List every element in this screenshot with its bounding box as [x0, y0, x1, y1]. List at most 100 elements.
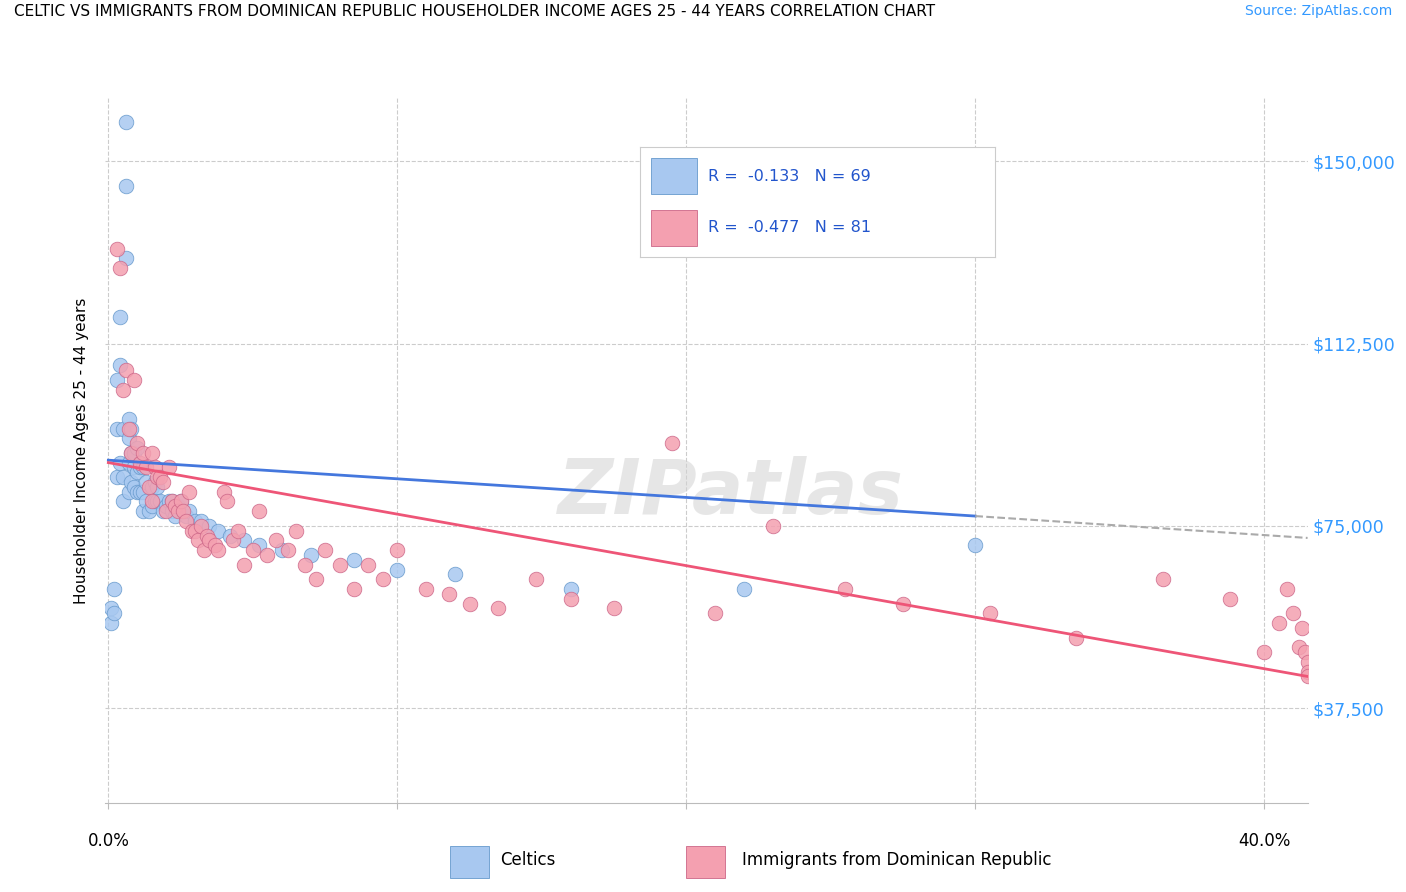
Point [172, 504, 194, 518]
Point [155, 504, 177, 518]
Text: Source: ZipAtlas.com: Source: ZipAtlas.com [1244, 4, 1392, 19]
Point [1219, 591, 1241, 606]
Text: R =  -0.133   N = 69: R = -0.133 N = 69 [707, 169, 870, 184]
Point [458, 597, 481, 611]
Point [198, 518, 221, 533]
Point [157, 494, 180, 508]
Point [176, 514, 198, 528]
Point [152, 504, 174, 518]
Point [105, 421, 128, 435]
Point [207, 543, 229, 558]
Point [661, 436, 683, 450]
Point [187, 533, 209, 548]
Point [276, 543, 298, 558]
Point [157, 460, 180, 475]
Point [704, 607, 727, 621]
Point [149, 494, 172, 508]
Point [127, 466, 149, 480]
Point [146, 494, 169, 508]
Point [762, 518, 785, 533]
Point [603, 601, 626, 615]
Point [160, 494, 183, 508]
Point [233, 558, 256, 572]
Text: Immigrants from Dominican Republic: Immigrants from Dominican Republic [742, 851, 1052, 870]
Point [1296, 665, 1319, 679]
Point [247, 504, 270, 518]
Point [179, 484, 201, 499]
Point [166, 504, 188, 518]
Point [1277, 582, 1299, 596]
Text: 40.0%: 40.0% [1239, 832, 1291, 850]
Text: Celtics: Celtics [501, 851, 555, 870]
Point [129, 456, 152, 470]
Point [1253, 645, 1275, 659]
FancyBboxPatch shape [450, 846, 489, 878]
Text: R =  -0.477   N = 81: R = -0.477 N = 81 [707, 220, 870, 235]
Point [160, 504, 183, 518]
Point [129, 484, 152, 499]
Point [105, 470, 128, 484]
Point [228, 524, 250, 538]
Point [120, 421, 142, 435]
Point [314, 543, 336, 558]
Point [124, 446, 146, 460]
Point [117, 456, 139, 470]
Point [285, 524, 308, 538]
Point [138, 504, 160, 518]
Point [264, 533, 287, 548]
Point [141, 446, 163, 460]
Point [163, 500, 186, 514]
Point [141, 500, 163, 514]
Point [117, 484, 139, 499]
Text: ZIPatlas: ZIPatlas [558, 456, 904, 530]
Point [1291, 621, 1313, 635]
Point [207, 524, 229, 538]
Point [105, 373, 128, 387]
Text: CELTIC VS IMMIGRANTS FROM DOMINICAN REPUBLIC HOUSEHOLDER INCOME AGES 25 - 44 YEA: CELTIC VS IMMIGRANTS FROM DOMINICAN REPU… [14, 4, 935, 20]
Point [193, 543, 215, 558]
Point [218, 528, 240, 542]
Point [120, 446, 142, 460]
Point [979, 607, 1001, 621]
Point [733, 582, 755, 596]
Point [100, 601, 122, 615]
Point [294, 558, 316, 572]
Point [108, 359, 131, 373]
Point [108, 310, 131, 324]
Point [371, 572, 394, 586]
Point [135, 460, 157, 475]
Point [135, 494, 157, 508]
Point [155, 500, 177, 514]
Point [176, 509, 198, 524]
Point [343, 582, 366, 596]
Point [184, 524, 207, 538]
Point [233, 533, 256, 548]
Point [127, 484, 149, 499]
FancyBboxPatch shape [651, 159, 697, 194]
Point [305, 572, 328, 586]
Point [114, 363, 136, 377]
Point [132, 484, 155, 499]
Point [190, 514, 212, 528]
Point [120, 446, 142, 460]
Point [108, 261, 131, 276]
Point [184, 514, 207, 528]
Point [124, 460, 146, 475]
Point [1296, 669, 1319, 683]
Point [141, 494, 163, 508]
Point [166, 500, 188, 514]
Point [270, 543, 292, 558]
Point [299, 548, 322, 562]
Point [132, 504, 155, 518]
Point [105, 242, 128, 256]
Point [152, 475, 174, 489]
Point [114, 252, 136, 266]
Point [212, 484, 235, 499]
Point [132, 460, 155, 475]
Point [215, 494, 238, 508]
Point [103, 607, 125, 621]
FancyBboxPatch shape [686, 846, 725, 878]
Point [117, 421, 139, 435]
Point [1152, 572, 1174, 586]
Point [256, 548, 278, 562]
